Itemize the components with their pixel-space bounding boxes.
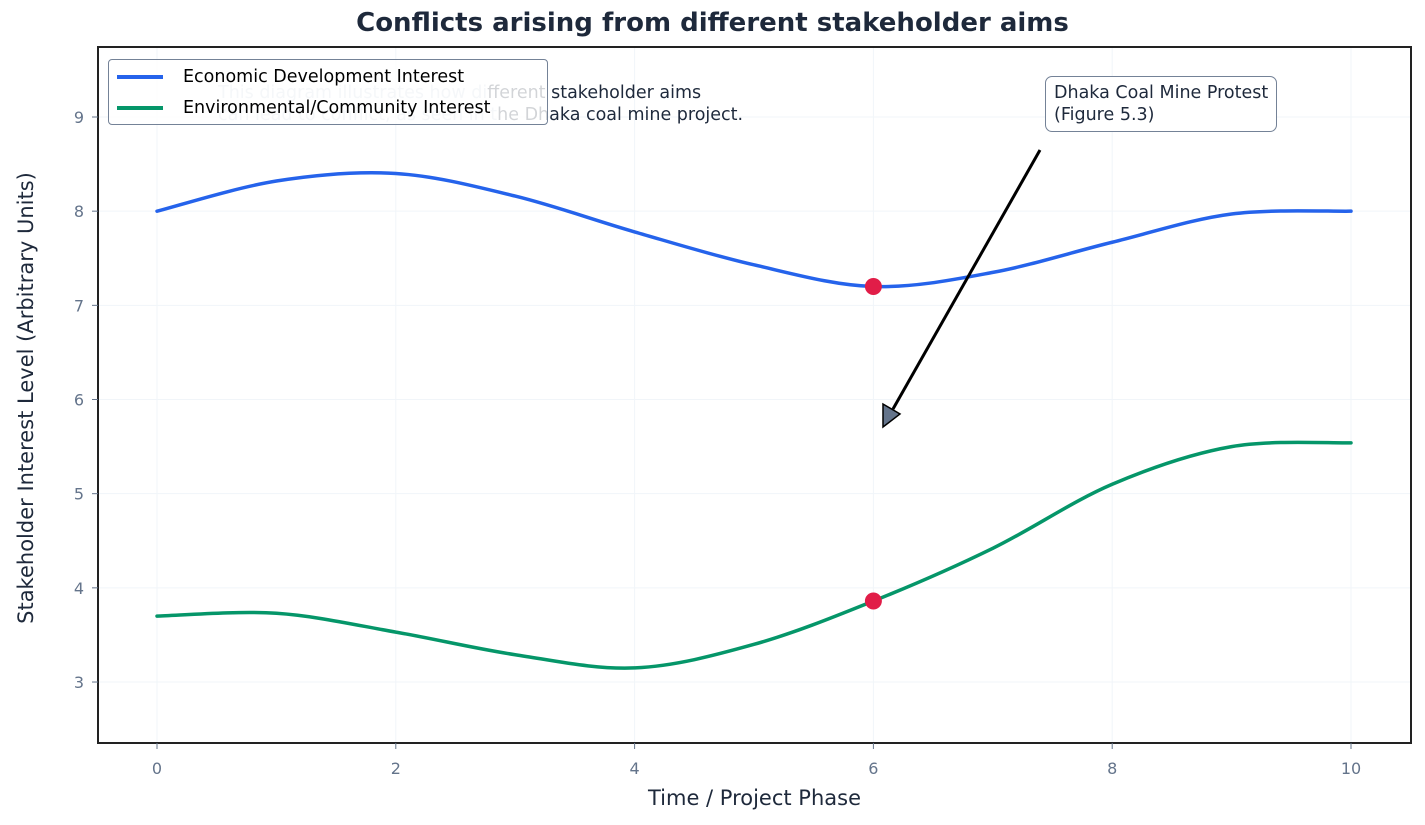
y-tick-label: 4	[74, 579, 84, 598]
legend-item-environmental: Environmental/Community Interest	[117, 97, 491, 119]
callout-line1: Dhaka Coal Mine Protest	[1054, 83, 1269, 103]
x-axis-label: Time / Project Phase	[647, 786, 861, 810]
x-tick-label: 2	[391, 759, 401, 778]
conflict-point-marker	[864, 592, 882, 610]
conflict-point-marker	[864, 278, 882, 296]
chart-title: Conflicts arising from different stakeho…	[356, 8, 1069, 38]
y-tick-label: 5	[74, 485, 84, 504]
x-tick-label: 10	[1341, 759, 1361, 778]
annotation-arrow-head	[882, 402, 902, 429]
axes-frame	[97, 46, 1412, 744]
callout-box: Dhaka Coal Mine Protest (Figure 5.3)	[1045, 76, 1278, 132]
legend-swatch-environmental	[117, 106, 163, 110]
legend: Economic Development Interest Environmen…	[108, 59, 548, 125]
y-axis-label: Stakeholder Interest Level (Arbitrary Un…	[14, 172, 38, 624]
x-tick-label: 8	[1107, 759, 1117, 778]
callout-line2: (Figure 5.3)	[1054, 105, 1155, 125]
x-tick-label: 4	[630, 759, 640, 778]
economic-interest-line	[155, 170, 1353, 289]
y-tick-label: 6	[74, 391, 84, 410]
environmental-interest-line	[155, 440, 1353, 670]
x-tick-label: 0	[152, 759, 162, 778]
y-tick-label: 8	[74, 202, 84, 221]
legend-swatch-economic	[117, 75, 163, 79]
y-tick-label: 3	[74, 673, 84, 692]
legend-label-economic: Economic Development Interest	[183, 67, 465, 87]
legend-label-environmental: Environmental/Community Interest	[183, 98, 491, 118]
annotation-arrow-shaft	[891, 149, 1042, 410]
x-tick-label: 6	[868, 759, 878, 778]
y-tick-label: 9	[74, 108, 84, 127]
y-tick-label: 7	[74, 296, 84, 315]
legend-item-economic: Economic Development Interest	[117, 66, 464, 88]
